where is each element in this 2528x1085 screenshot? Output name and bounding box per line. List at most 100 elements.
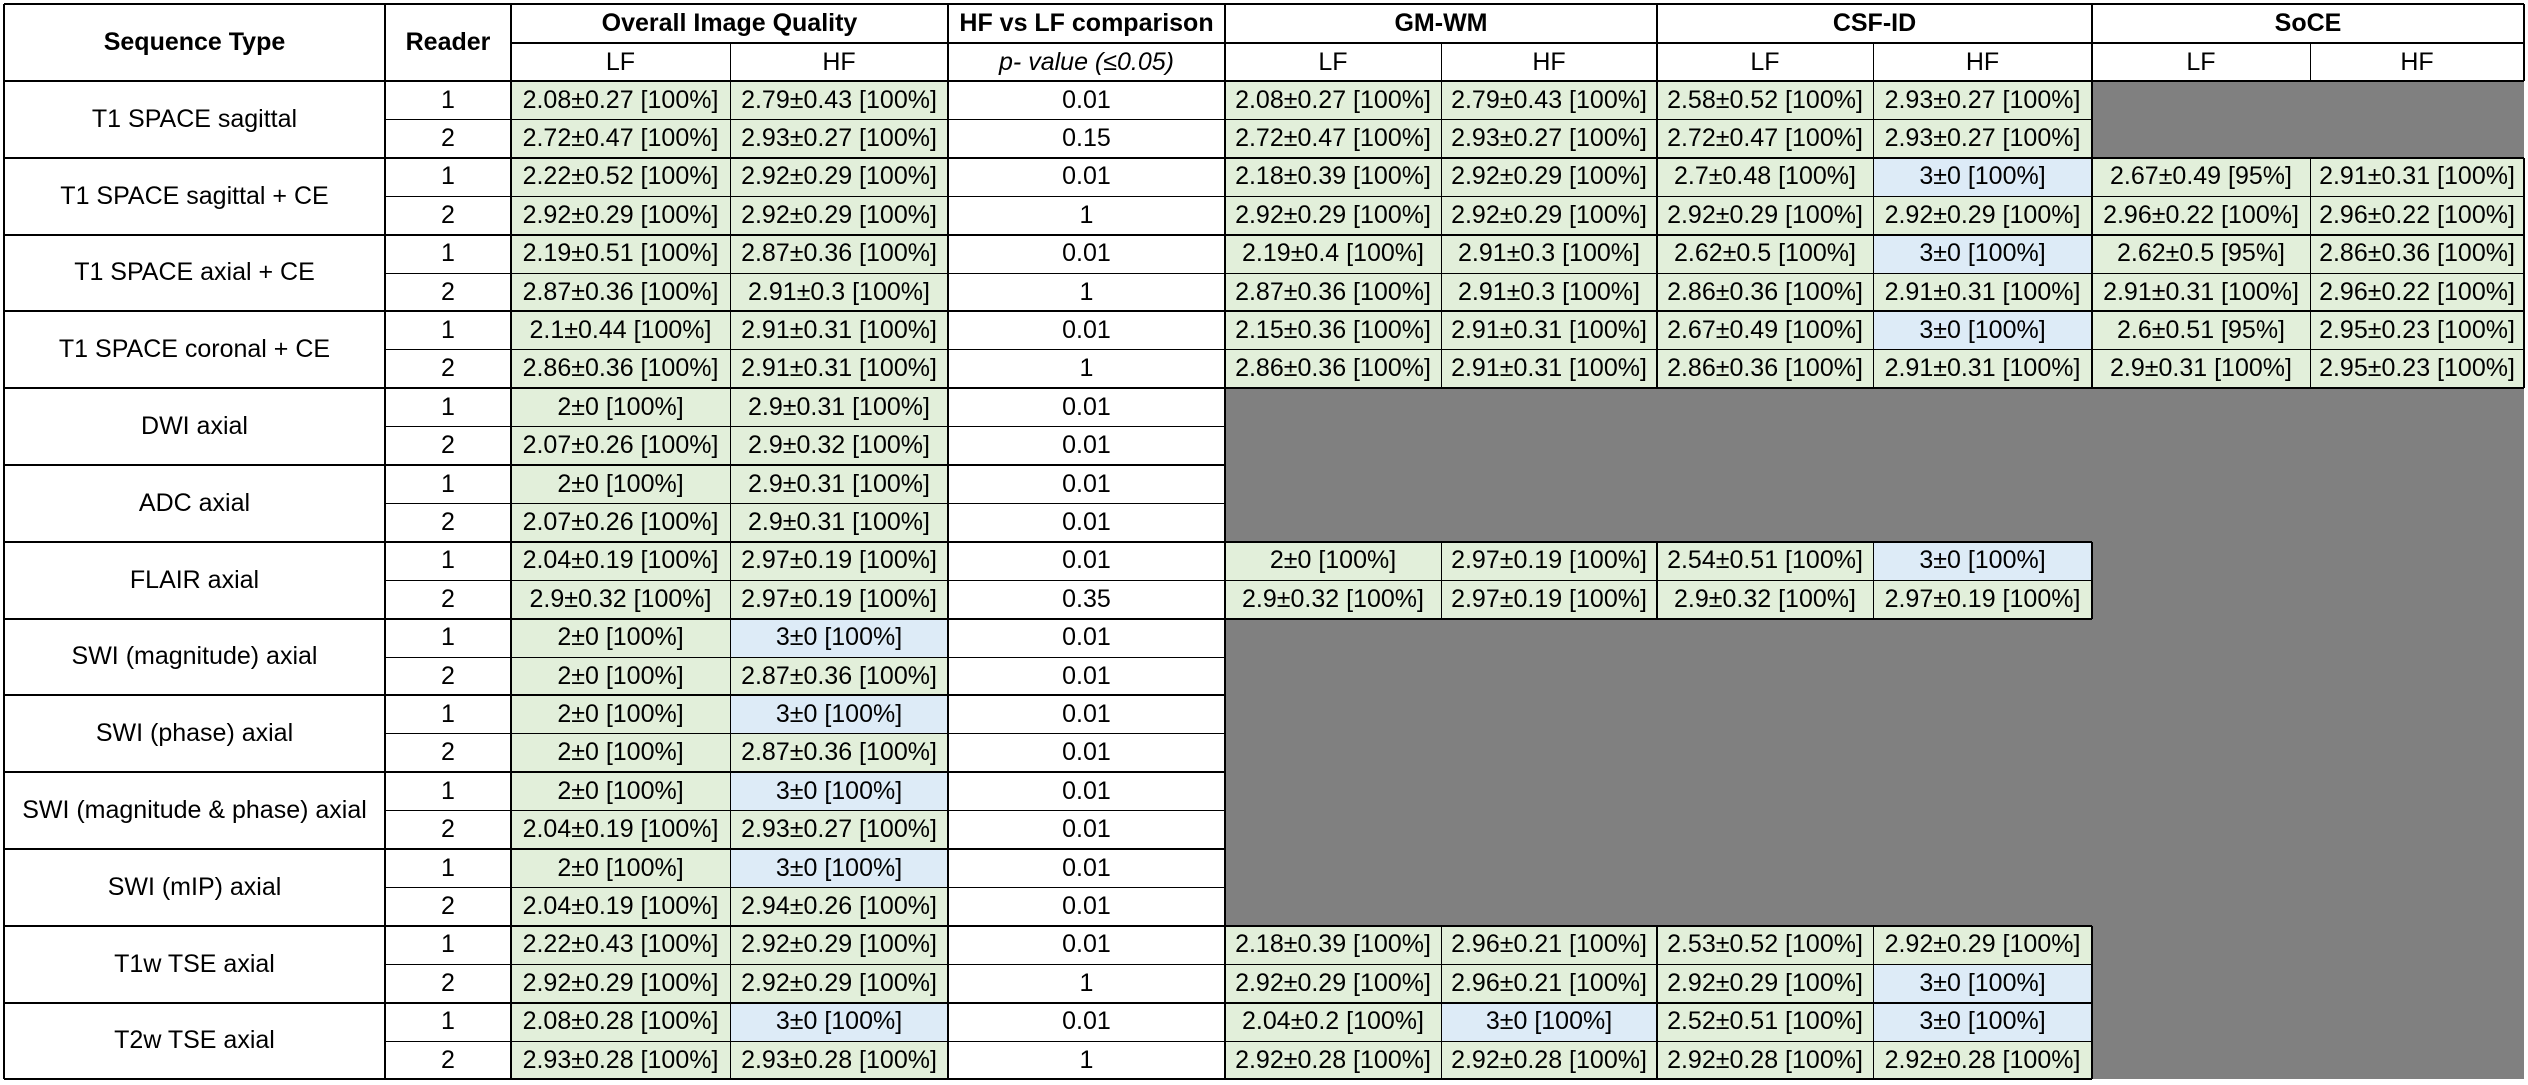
header-reader: Reader <box>405 28 491 56</box>
grid-line <box>1441 387 1657 390</box>
oiq-lf-cell: 2±0 [100%] <box>511 657 730 696</box>
empty-cell <box>1441 849 1657 888</box>
grid-line <box>1873 617 2092 620</box>
grid-line <box>4 540 1225 543</box>
grid-line <box>1441 118 1657 120</box>
grid-line <box>1656 580 1658 619</box>
sequence-type-cell: SWI (magnitude) axial <box>71 642 318 671</box>
grid-line <box>2091 541 2093 581</box>
empty-cell <box>2310 810 2524 849</box>
empty-cell <box>2310 695 2524 734</box>
oiq-lf-cell: 2±0 [100%] <box>511 388 730 427</box>
soce-lf-cell: 2.67±0.49 [95%] <box>2092 157 2310 197</box>
oiq-lf-cell: 2.04±0.19 [100%] <box>511 810 730 849</box>
grid-line <box>1225 924 1441 927</box>
gm-hf-cell: 2.92±0.28 [100%] <box>1441 1041 1657 1080</box>
p-value-cell: 1 <box>1079 200 1094 229</box>
grid-line <box>1873 579 2092 581</box>
grid-line <box>385 426 1225 428</box>
grid-line <box>2310 195 2524 197</box>
reader-cell: 1 <box>441 623 455 652</box>
csf-lf-cell: 2.54±0.51 [100%] <box>1657 541 1873 581</box>
grid-line <box>2091 964 2093 1003</box>
grid-line <box>1225 963 1441 965</box>
p-value-cell: 0.01 <box>1062 239 1111 268</box>
gm-lf-cell: 2.15±0.36 [100%] <box>1225 311 1441 350</box>
grid-line <box>1657 233 1873 236</box>
empty-cell <box>2310 81 2524 120</box>
grid-line <box>1872 119 1874 158</box>
csf-lf-cell: 2.53±0.52 [100%] <box>1657 925 1873 965</box>
grid-line <box>1656 4 1658 81</box>
header-gm-wm: GM-WM <box>1394 9 1488 37</box>
empty-cell <box>1441 887 1657 926</box>
grid-line <box>1441 963 1657 965</box>
grid-line <box>2092 387 2310 390</box>
empty-cell <box>2092 887 2310 926</box>
grid-line <box>1440 196 1442 235</box>
grid-line <box>2310 233 2524 236</box>
p-value-cell: 0.01 <box>1062 623 1111 652</box>
grid-line <box>1441 1001 1657 1004</box>
empty-cell <box>2092 925 2310 965</box>
grid-line <box>1225 349 1441 351</box>
oiq-hf-cell: 3±0 [100%] <box>730 695 948 734</box>
p-value-cell: 1 <box>1079 968 1094 997</box>
p-value-cell: 0.01 <box>1062 431 1111 460</box>
empty-cell <box>1657 695 1873 734</box>
grid-line <box>2523 311 2525 350</box>
p-value-threshold: value (≤0.05) <box>1021 47 1174 76</box>
p-value-cell: 0.35 <box>1062 584 1111 613</box>
grid-line <box>385 349 1225 351</box>
p-value-cell: 0.01 <box>1062 930 1111 959</box>
grid-line <box>1656 196 1658 235</box>
grid-line <box>2091 1041 2093 1080</box>
p-value-cell: 0.01 <box>1062 661 1111 690</box>
grid-line <box>1224 4 1226 1080</box>
grid-line <box>1657 156 1873 159</box>
oiq-hf-cell: 2.93±0.28 [100%] <box>730 1041 948 1080</box>
reader-cell: 2 <box>441 738 455 767</box>
reader-cell: 2 <box>441 661 455 690</box>
gm-hf-cell: 3±0 [100%] <box>1441 1002 1657 1041</box>
oiq-lf-cell: 2±0 [100%] <box>511 618 730 657</box>
reader-cell: 2 <box>441 508 455 537</box>
grid-line <box>947 4 949 1080</box>
oiq-hf-cell: 2.9±0.32 [100%] <box>730 426 948 465</box>
empty-cell <box>2092 119 2310 158</box>
p-value-cell: 0.01 <box>1062 776 1111 805</box>
oiq-lf-cell: 2.1±0.44 [100%] <box>511 311 730 350</box>
reader-cell: 1 <box>441 546 455 575</box>
grid-line <box>2091 925 2093 965</box>
csf-lf-cell: 2.67±0.49 [100%] <box>1657 311 1873 350</box>
sequence-type-cell: T1 SPACE sagittal + CE <box>60 181 329 210</box>
empty-cell <box>1441 388 1657 427</box>
reader-cell: 2 <box>441 431 455 460</box>
csf-lf-cell: 2.7±0.48 [100%] <box>1657 157 1873 197</box>
empty-cell <box>2092 1002 2310 1041</box>
grid-line <box>1873 118 2092 120</box>
oiq-hf-cell: 3±0 [100%] <box>730 1002 948 1041</box>
empty-cell <box>2310 465 2524 504</box>
p-value-cell: 0.01 <box>1062 892 1111 921</box>
p-value-cell: 0.01 <box>1062 853 1111 882</box>
grid-line <box>384 4 386 1080</box>
gm-lf-cell: 2±0 [100%] <box>1225 541 1441 581</box>
empty-cell <box>2092 695 2310 734</box>
empty-cell <box>2310 388 2524 427</box>
grid-line <box>4 848 1225 850</box>
gm-hf-cell: 2.93±0.27 [100%] <box>1441 119 1657 158</box>
reader-cell: 2 <box>441 815 455 844</box>
csf-lf-cell: 2.72±0.47 [100%] <box>1657 119 1873 158</box>
empty-cell <box>1225 657 1441 696</box>
csf-lf-cell: 2.62±0.5 [100%] <box>1657 234 1873 273</box>
oiq-hf-cell: 2.92±0.29 [100%] <box>730 196 948 235</box>
csf-lf-cell: 2.92±0.29 [100%] <box>1657 964 1873 1003</box>
grid-line <box>1225 195 1441 197</box>
grid-line <box>1873 195 2092 197</box>
empty-cell <box>2092 388 2310 427</box>
csf-lf-cell: 2.86±0.36 [100%] <box>1657 349 1873 389</box>
grid-line <box>385 118 1225 120</box>
oiq-hf-cell: 2.79±0.43 [100%] <box>730 81 948 120</box>
empty-cell <box>2310 1041 2524 1080</box>
